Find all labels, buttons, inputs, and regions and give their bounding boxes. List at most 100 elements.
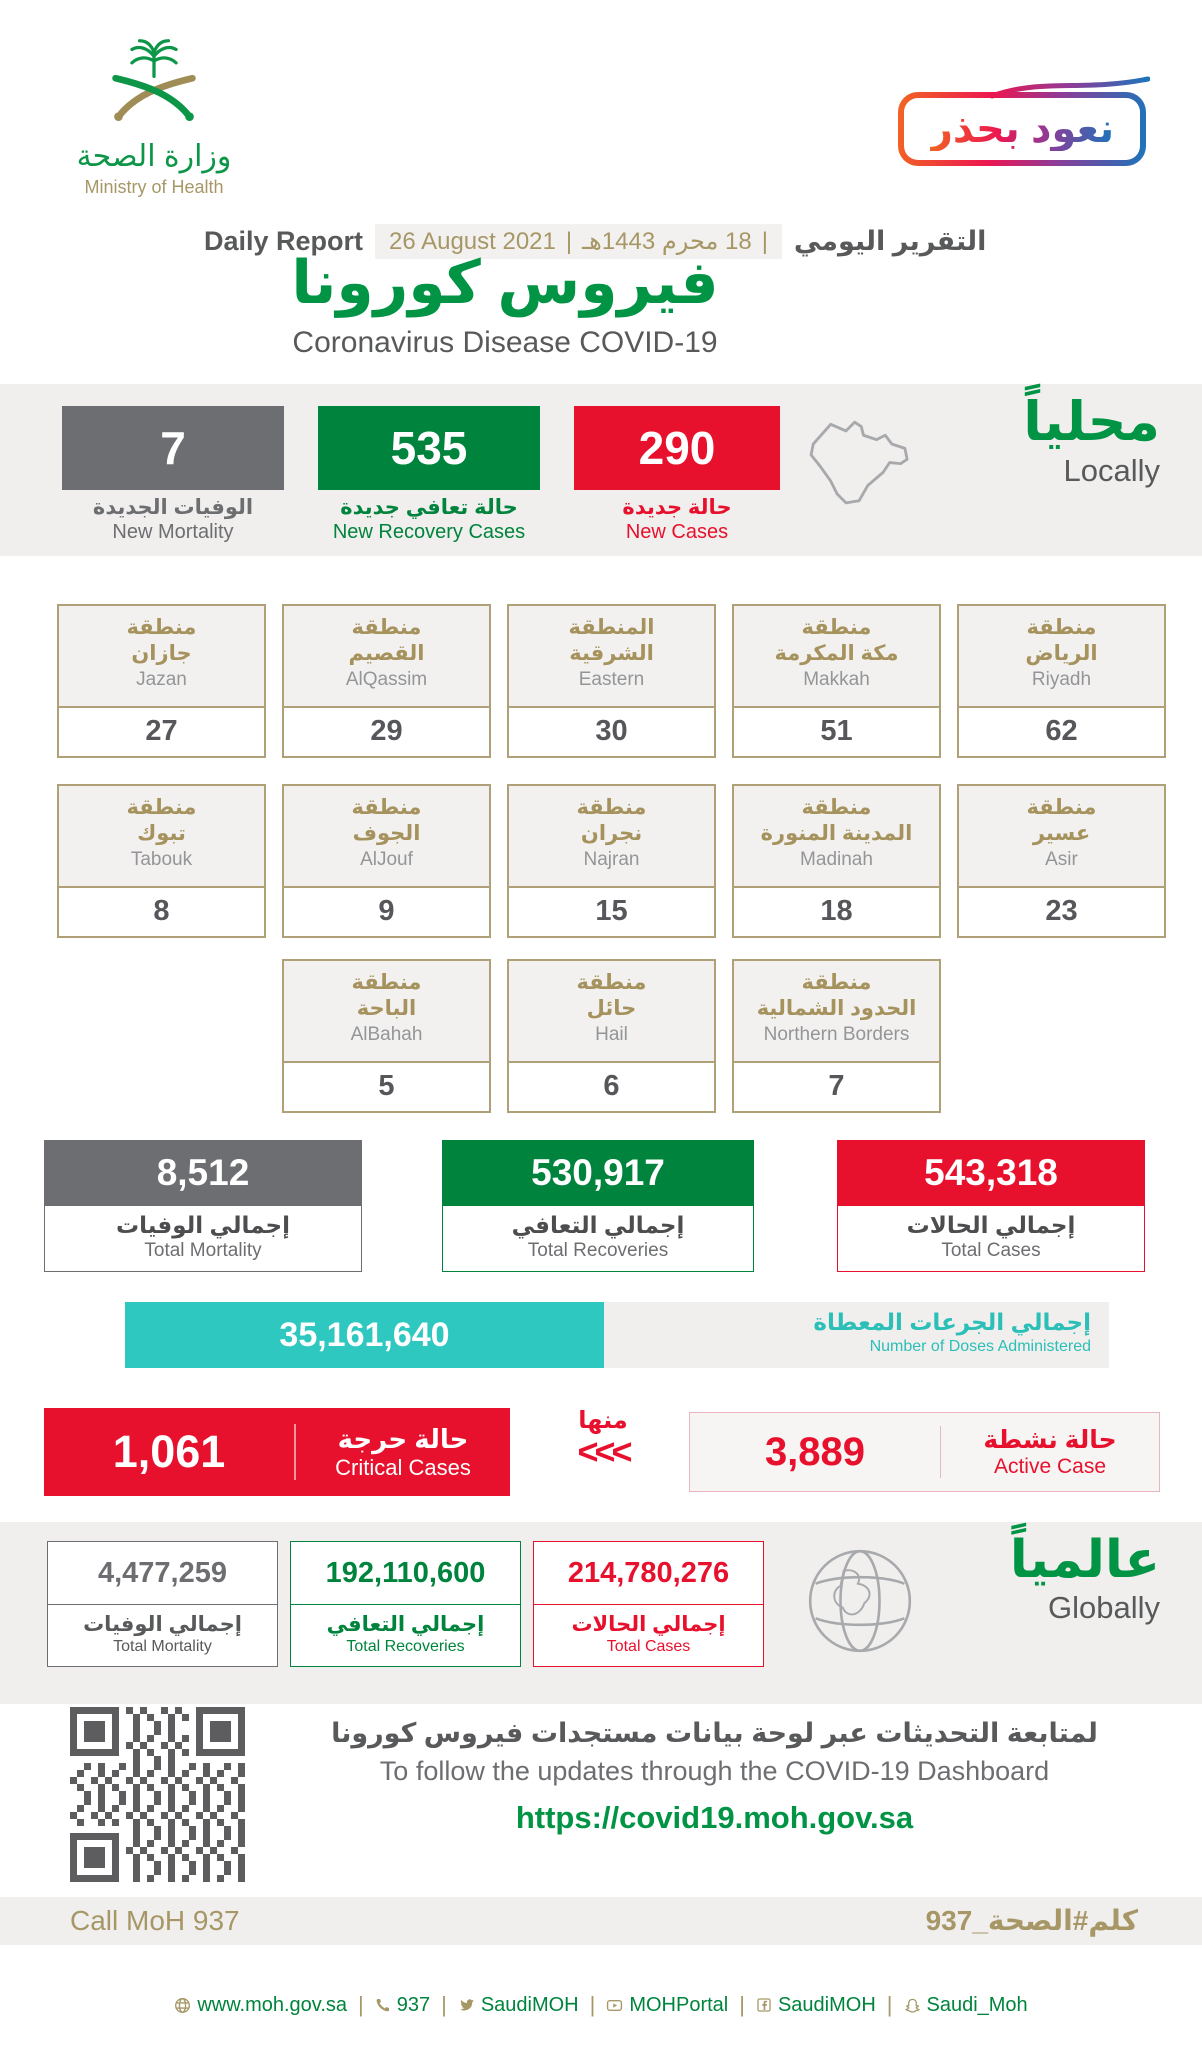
total-cases-box: 543,318 إجمالي الحالات Total Cases: [837, 1140, 1145, 1272]
region-value: 6: [603, 1070, 620, 1102]
footer-link-label: www.moh.gov.sa: [197, 1993, 347, 2016]
footer-link-facebook[interactable]: SaudiMOH: [756, 1994, 876, 2017]
date-box: 26 August 2021 | 18 محرم 1443هـ |: [375, 224, 782, 259]
global-cases-label-ar: إجمالي الحالات: [571, 1613, 726, 1636]
new-recoveries-label-ar: حالة تعافي جديدة: [340, 496, 518, 519]
region-card-hail: منطقة حائل Hail 6: [507, 959, 716, 1113]
region-en: Asir: [1045, 849, 1078, 870]
region-en: Riyadh: [1031, 669, 1092, 690]
daily-report-label-ar: التقرير اليومي: [793, 226, 987, 256]
region-ar-line2: نجران: [580, 822, 643, 845]
region-value: 27: [145, 715, 178, 747]
qr-code: [70, 1707, 245, 1882]
badge-border: نعود بحذر: [898, 92, 1146, 166]
total-cases-label-en: Total Cases: [941, 1240, 1041, 1261]
global-recoveries-label-ar: إجمالي التعافي: [326, 1613, 485, 1636]
snapchat-icon: [904, 1998, 920, 2013]
footer-link-youtube[interactable]: MOHPortal: [606, 1994, 728, 2017]
region-en: Northern Borders: [763, 1024, 910, 1045]
region-value: 8: [153, 895, 170, 927]
region-ar-line2: الجوف: [352, 822, 421, 845]
region-value: 18: [820, 895, 853, 927]
region-ar-line1: منطقة: [576, 796, 647, 819]
moh-emblem-icon: [112, 39, 196, 121]
footer-separator: |: [358, 1992, 364, 2017]
doses-label: إجمالي الجرعات المعطاة Number of Doses A…: [604, 1302, 1109, 1368]
total-recoveries-label-ar: إجمالي التعافي: [511, 1212, 685, 1238]
new-mortality-label-ar: الوفيات الجديدة: [92, 496, 254, 519]
globally-heading-ar: عالمياً: [1009, 1531, 1160, 1589]
region-ar-line1: منطقة: [126, 616, 197, 639]
global-cases-box: 214,780,276 إجمالي الحالات Total Cases: [533, 1541, 764, 1667]
footer-separator: |: [739, 1992, 745, 2017]
locally-heading-en: Locally: [1063, 453, 1161, 488]
footer-link-label: SaudiMOH: [480, 1993, 579, 2016]
region-en: AlBahah: [350, 1024, 423, 1045]
region-ar-line2: حائل: [586, 997, 637, 1020]
new-recoveries-label-en: New Recovery Cases: [332, 521, 526, 543]
new-mortality-value: 7: [62, 406, 284, 490]
global-recoveries-label-en: Total Recoveries: [346, 1638, 465, 1655]
region-ar-line2: جازان: [131, 642, 192, 665]
footer-link-snapchat[interactable]: Saudi_Moh: [904, 1994, 1028, 2017]
region-card-najran: منطقة نجران Najran 15: [507, 784, 716, 938]
page-title-english: Coronavirus Disease COVID-19: [292, 326, 718, 359]
region-en: Najran: [583, 849, 640, 870]
region-ar-line2: تبوك: [137, 822, 186, 845]
region-en: Jazan: [136, 669, 187, 690]
region-card-northern-borders: منطقة الحدود الشمالية Northern Borders 7: [732, 959, 941, 1113]
ministry-name-arabic: وزارة الصحة: [76, 140, 232, 173]
active-cases-value: 3,889: [764, 1429, 866, 1474]
global-mortality-label-ar: إجمالي الوفيات: [83, 1613, 242, 1636]
total-mortality-box: 8,512 إجمالي الوفيات Total Mortality: [44, 1140, 362, 1272]
page-title-arabic: فيروس كورونا: [291, 249, 719, 316]
region-ar-line2: المدينة المنورة: [760, 822, 913, 845]
region-ar-line2: الحدود الشمالية: [756, 997, 917, 1020]
region-card-madinah: منطقة المدينة المنورة Madinah 18: [732, 784, 941, 938]
divider: [294, 1424, 296, 1480]
date-separator: |: [565, 227, 573, 255]
globe-icon: [808, 1549, 912, 1653]
region-card-tabouk: منطقة تبوك Tabouk 8: [57, 784, 266, 938]
facebook-icon: [757, 1998, 771, 2012]
region-value: 5: [378, 1070, 395, 1102]
region-ar-line2: عسير: [1032, 822, 1091, 845]
report-date-row: Daily Report 26 August 2021 | 18 محرم 14…: [204, 224, 986, 259]
date-gregorian: 26 August 2021: [389, 227, 556, 255]
region-value: 23: [1045, 895, 1078, 927]
new-recoveries-stat: 535 حالة تعافي جديدة New Recovery Cases: [318, 406, 540, 544]
footer-link-phone[interactable]: 937: [375, 1994, 430, 2017]
region-value: 7: [828, 1070, 845, 1102]
footer-link-twitter[interactable]: SaudiMOH: [458, 1994, 579, 2017]
region-en: Madinah: [800, 849, 873, 870]
region-card-asir: منطقة عسير Asir 23: [957, 784, 1166, 938]
dashboard-url-link[interactable]: https://covid19.moh.gov.sa: [515, 1800, 914, 1835]
doses-label-ar: إجمالي الجرعات المعطاة: [813, 1309, 1091, 1335]
region-value: 51: [820, 715, 853, 747]
region-value: 9: [378, 895, 395, 927]
badge-text: نعود بحذر: [929, 107, 1115, 151]
locally-heading-ar: محلياً: [1023, 392, 1160, 452]
footer-link-website[interactable]: www.moh.gov.sa: [174, 1994, 347, 2017]
global-cases-value: 214,780,276: [567, 1557, 730, 1589]
critical-cases-box: 1,061 حالة حرجة Critical Cases: [44, 1408, 510, 1496]
region-card-jazan: منطقة جازان Jazan 27: [57, 604, 266, 758]
global-mortality-value: 4,477,259: [97, 1557, 227, 1589]
region-value: 15: [595, 895, 628, 927]
total-cases-value: 543,318: [837, 1140, 1145, 1206]
critical-cases-label-en: Critical Cases: [335, 1454, 471, 1480]
region-ar-line1: منطقة: [801, 616, 872, 639]
date-separator: |: [761, 227, 768, 255]
new-cases-label-ar: حالة جديدة: [622, 496, 732, 519]
region-ar-line1: منطقة: [576, 971, 647, 994]
doses-label-en: Number of Doses Administered: [869, 1338, 1091, 1355]
total-mortality-label-en: Total Mortality: [144, 1240, 262, 1261]
region-ar-line1: منطقة: [1026, 616, 1097, 639]
footer-link-label: 937: [396, 1993, 431, 2016]
region-ar-line1: منطقة: [801, 796, 872, 819]
region-ar-line1: المنطقة: [568, 616, 655, 639]
global-recoveries-box: 192,110,600 إجمالي التعافي Total Recover…: [290, 1541, 521, 1667]
region-card-albahah: منطقة الباحة AlBahah 5: [282, 959, 491, 1113]
hashtag-label: كلم#الصحة_937: [925, 1905, 1138, 1936]
region-ar-line1: منطقة: [801, 971, 872, 994]
